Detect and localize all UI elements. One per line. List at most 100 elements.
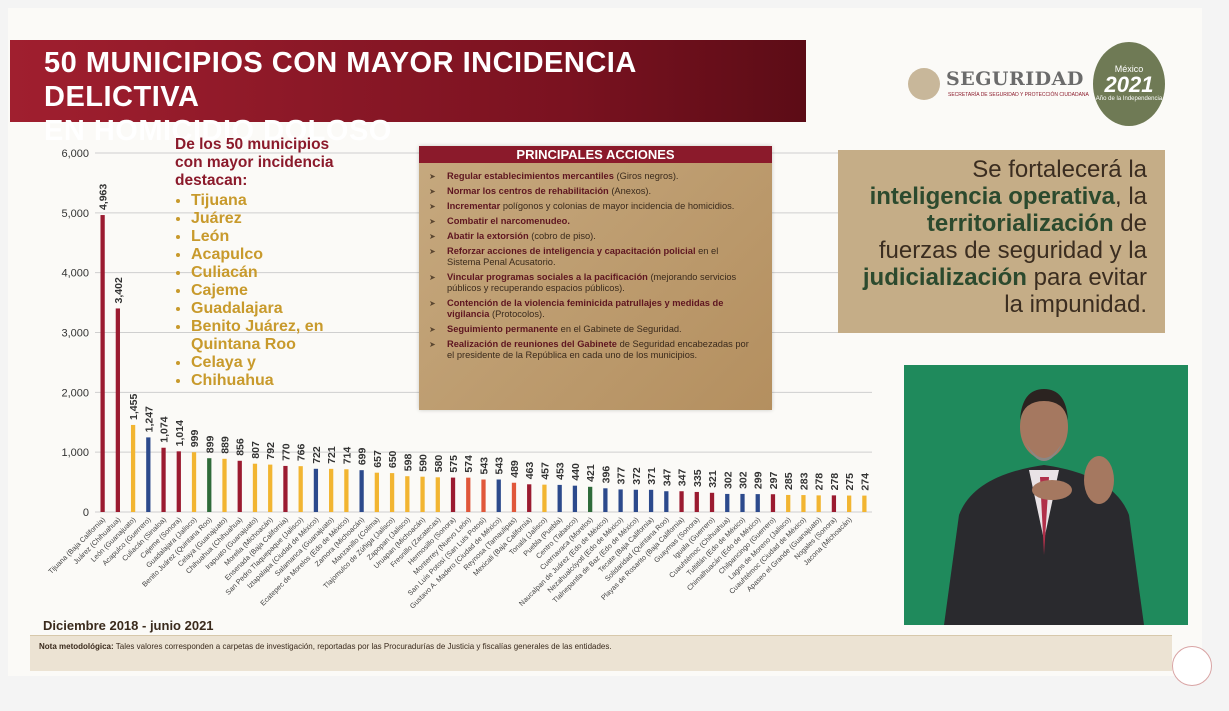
note-text: Tales valores corresponden a carpetas de… (115, 642, 612, 651)
action-bold: Realización de reuniones del Gabinete (447, 339, 617, 349)
highlight-item: Cajeme (191, 282, 355, 300)
value-label: 722 (311, 446, 323, 464)
note: Nota metodológica: Tales valores corresp… (30, 635, 1172, 671)
value-label: 657 (372, 450, 384, 468)
bar (252, 463, 258, 512)
action-bold: Regular establecimientos mercantiles (447, 171, 614, 181)
bar (191, 452, 197, 512)
bar (664, 491, 669, 512)
bar (527, 484, 532, 512)
action-bold: Reforzar acciones de inteligencia y capa… (447, 246, 696, 256)
action-item: Realización de reuniones del Gabinete de… (429, 339, 754, 361)
value-label: 792 (265, 442, 277, 460)
bar (237, 460, 242, 512)
highlight-item: Celaya y (191, 354, 355, 372)
action-item: Vincular programas sociales a la pacific… (429, 272, 754, 294)
statement-text: , la (1114, 183, 1147, 210)
value-label: 999 (189, 430, 201, 448)
bar (268, 464, 273, 512)
value-label: 275 (844, 473, 856, 491)
bar (374, 472, 379, 512)
value-label: 372 (631, 467, 643, 485)
actions-title: PRINCIPALES ACCIONES (419, 146, 772, 163)
value-label: 856 (235, 438, 247, 456)
highlight-item: Benito Juárez, en Quintana Roo (191, 318, 355, 354)
highlights-list: TijuanaJuárezLeónAcapulcoCuliacánCajemeG… (175, 192, 355, 390)
emblem: México 2021 Año de la Independencia (1093, 42, 1165, 126)
bar (450, 477, 456, 512)
emblem-year: 2021 (1104, 72, 1154, 97)
title-line: EN HOMICIDIO DOLOSO (44, 115, 392, 147)
bar (862, 495, 867, 512)
value-label: 463 (524, 462, 536, 480)
statement-text: para evitar la impunidad. (1004, 264, 1147, 318)
action-text: polígonos y colonias de mayor incidencia… (502, 201, 735, 211)
action-bold: Incrementar (447, 201, 501, 211)
bar (831, 495, 837, 512)
value-label: 457 (539, 462, 551, 480)
y-tick-label: 3,000 (61, 328, 89, 340)
action-bold: Abatir la extorsión (447, 231, 529, 241)
value-label: 598 (402, 454, 414, 472)
action-text: en el Gabinete de Seguridad. (560, 324, 682, 334)
y-tick-label: 6,000 (61, 148, 89, 160)
bar (100, 215, 105, 512)
value-label: 575 (448, 455, 460, 473)
bar (496, 479, 501, 512)
action-item: Incrementar polígonos y colonias de mayo… (429, 201, 754, 212)
value-label: 489 (509, 460, 521, 478)
y-tick-label: 1,000 (61, 447, 89, 459)
value-label: 770 (280, 443, 292, 461)
value-label: 1,455 (128, 394, 140, 420)
value-label: 347 (661, 469, 673, 487)
bar (755, 494, 760, 512)
value-label: 899 (204, 436, 216, 454)
action-text: (cobro de piso). (531, 231, 596, 241)
highlight-item: Tijuana (191, 192, 355, 210)
bar (709, 492, 715, 512)
value-label: 377 (616, 467, 628, 485)
action-item: Reforzar acciones de inteligencia y capa… (429, 246, 754, 268)
value-label: 580 (433, 455, 445, 473)
note-label: Nota metodológica: (39, 642, 114, 651)
highlight-item: Guadalajara (191, 300, 355, 318)
action-item: Normar los centros de rehabilitación (An… (429, 186, 754, 197)
value-label: 278 (829, 473, 841, 491)
bar (313, 468, 319, 512)
value-label: 302 (722, 471, 734, 489)
statement-text: de fuerzas de seguridad y la (878, 210, 1147, 264)
bar (420, 476, 425, 512)
value-label: 590 (418, 454, 430, 472)
value-label: 807 (250, 441, 262, 459)
action-bold: Normar los centros de rehabilitación (447, 186, 609, 196)
bar (816, 495, 821, 512)
action-bold: Combatir el narcomenudeo. (447, 216, 570, 226)
action-text: (Giros negros). (616, 171, 679, 181)
emblem-motto: Año de la Independencia (1095, 96, 1163, 102)
value-label: 4,963 (98, 184, 110, 210)
value-label: 3,402 (113, 277, 125, 303)
value-label: 1,247 (143, 406, 155, 432)
value-label: 699 (357, 447, 369, 465)
action-bold: Contención de la violencia feminicida pa… (447, 298, 724, 319)
value-label: 453 (555, 462, 567, 480)
bar (588, 486, 593, 512)
highlights-intro: De los 50 municipios con mayor incidenci… (175, 136, 334, 189)
bar (222, 458, 227, 512)
action-item: Regular establecimientos mercantiles (Gi… (429, 171, 754, 182)
action-text: (mejorando servicios públicos y recupera… (447, 272, 737, 293)
value-label: 650 (387, 450, 399, 468)
value-label: 889 (220, 436, 232, 454)
value-label: 543 (494, 457, 506, 475)
highlights: De los 50 municipios con mayor incidenci… (175, 136, 355, 390)
y-tick-label: 2,000 (61, 387, 89, 399)
logo-subtitle: SECRETARÍA DE SEGURIDAD Y PROTECCIÓN CIU… (948, 92, 1089, 98)
bar (466, 477, 471, 512)
value-label: 396 (600, 466, 612, 484)
value-label: 274 (859, 473, 871, 491)
bar (801, 495, 806, 512)
highlight-item: Juárez (191, 210, 355, 228)
statement: Se fortalecerá la inteligencia operativa… (838, 150, 1165, 333)
value-label: 299 (753, 471, 765, 489)
